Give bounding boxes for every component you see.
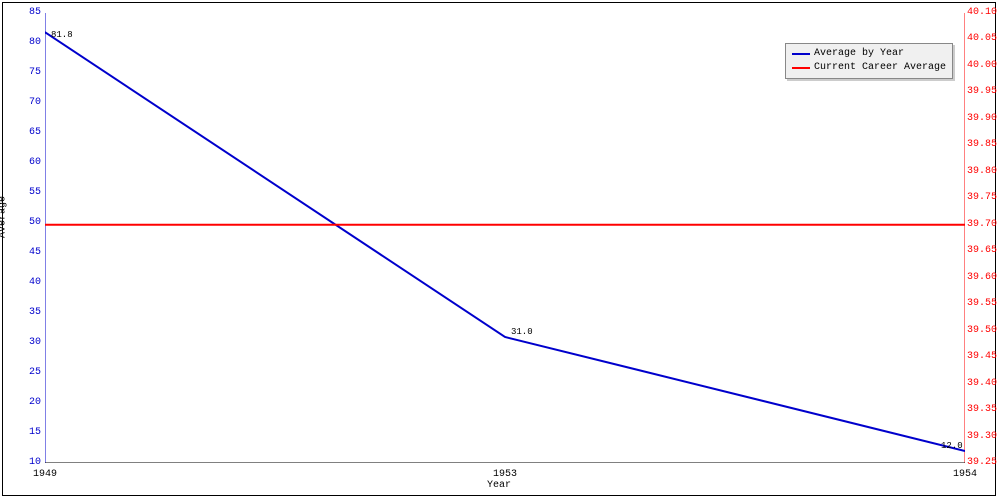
y1-tick-label: 55 — [11, 187, 41, 198]
legend-label: Average by Year — [814, 47, 904, 61]
y2-tick-label: 39.95 — [967, 86, 1000, 97]
plot-svg — [45, 13, 965, 463]
legend: Average by Year Current Career Average — [785, 43, 953, 79]
y1-tick-label: 30 — [11, 337, 41, 348]
y1-tick-label: 20 — [11, 397, 41, 408]
y2-tick-label: 39.50 — [967, 325, 1000, 336]
chart-frame: Average Year Average by Year Current Car… — [2, 2, 996, 496]
y2-tick-label: 39.70 — [967, 219, 1000, 230]
x-tick-label: 1954 — [953, 469, 977, 480]
y1-tick-label: 15 — [11, 427, 41, 438]
y2-tick-label: 39.90 — [967, 113, 1000, 124]
y2-tick-label: 39.80 — [967, 166, 1000, 177]
y1-tick-label: 40 — [11, 277, 41, 288]
legend-swatch — [792, 53, 810, 55]
y2-tick-label: 40.10 — [967, 7, 1000, 18]
x-tick-label: 1953 — [493, 469, 517, 480]
plot-area — [45, 13, 965, 463]
legend-label: Current Career Average — [814, 61, 946, 75]
y2-tick-label: 39.60 — [967, 272, 1000, 283]
y2-tick-label: 40.00 — [967, 60, 1000, 71]
y1-tick-label: 75 — [11, 67, 41, 78]
x-axis-title: Year — [487, 480, 511, 491]
x-tick-label: 1949 — [33, 469, 57, 480]
y2-tick-label: 39.55 — [967, 298, 1000, 309]
data-point-label: 12.0 — [941, 441, 963, 451]
y1-tick-label: 50 — [11, 217, 41, 228]
legend-swatch — [792, 67, 810, 69]
y1-tick-label: 45 — [11, 247, 41, 258]
y2-tick-label: 39.45 — [967, 351, 1000, 362]
y2-tick-label: 40.05 — [967, 33, 1000, 44]
y2-tick-label: 39.75 — [967, 192, 1000, 203]
y1-axis-title: Average — [0, 196, 9, 238]
y1-tick-label: 25 — [11, 367, 41, 378]
y2-tick-label: 39.65 — [967, 245, 1000, 256]
y2-tick-label: 39.25 — [967, 457, 1000, 468]
data-point-label: 31.0 — [511, 327, 533, 337]
y2-tick-label: 39.30 — [967, 431, 1000, 442]
y2-tick-label: 39.35 — [967, 404, 1000, 415]
y1-tick-label: 85 — [11, 7, 41, 18]
y1-tick-label: 65 — [11, 127, 41, 138]
y1-tick-label: 70 — [11, 97, 41, 108]
legend-item: Average by Year — [792, 47, 946, 61]
y1-tick-label: 10 — [11, 457, 41, 468]
y1-tick-label: 35 — [11, 307, 41, 318]
y1-tick-label: 80 — [11, 37, 41, 48]
y2-tick-label: 39.40 — [967, 378, 1000, 389]
legend-item: Current Career Average — [792, 61, 946, 75]
y2-tick-label: 39.85 — [967, 139, 1000, 150]
data-point-label: 81.8 — [51, 30, 73, 40]
y1-tick-label: 60 — [11, 157, 41, 168]
